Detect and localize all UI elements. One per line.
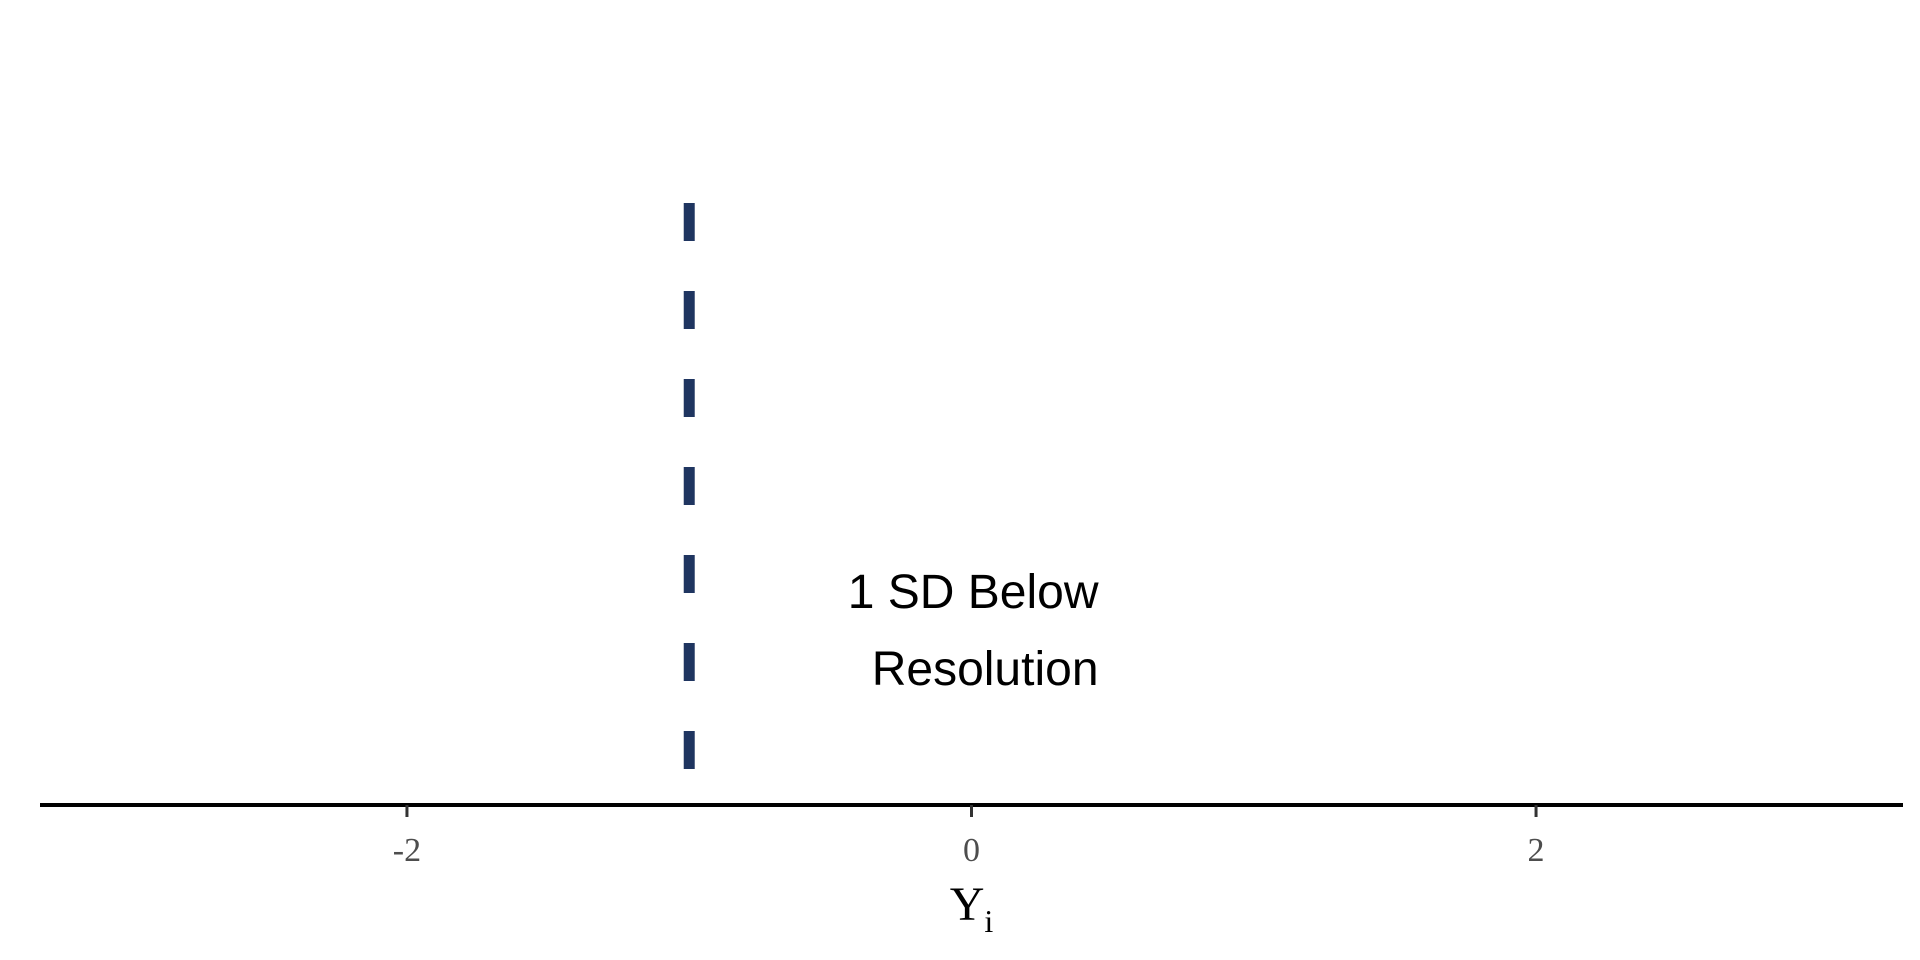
- annotation: 1 SD Below Resolution: [848, 566, 1099, 696]
- x-tick-label: -2: [393, 832, 421, 869]
- annotation-line: 1 SD Below: [848, 566, 1099, 619]
- x-tick-label: 2: [1528, 832, 1545, 869]
- x-axis-title: Yi: [950, 878, 994, 939]
- annotation-line: Resolution: [872, 643, 1099, 696]
- x-axis-title-subscript: i: [984, 903, 993, 939]
- x-axis-title-main: Y: [950, 878, 985, 931]
- x-tick-label: 0: [963, 832, 980, 869]
- x-axis-ticks: -2 0 2: [393, 805, 1545, 869]
